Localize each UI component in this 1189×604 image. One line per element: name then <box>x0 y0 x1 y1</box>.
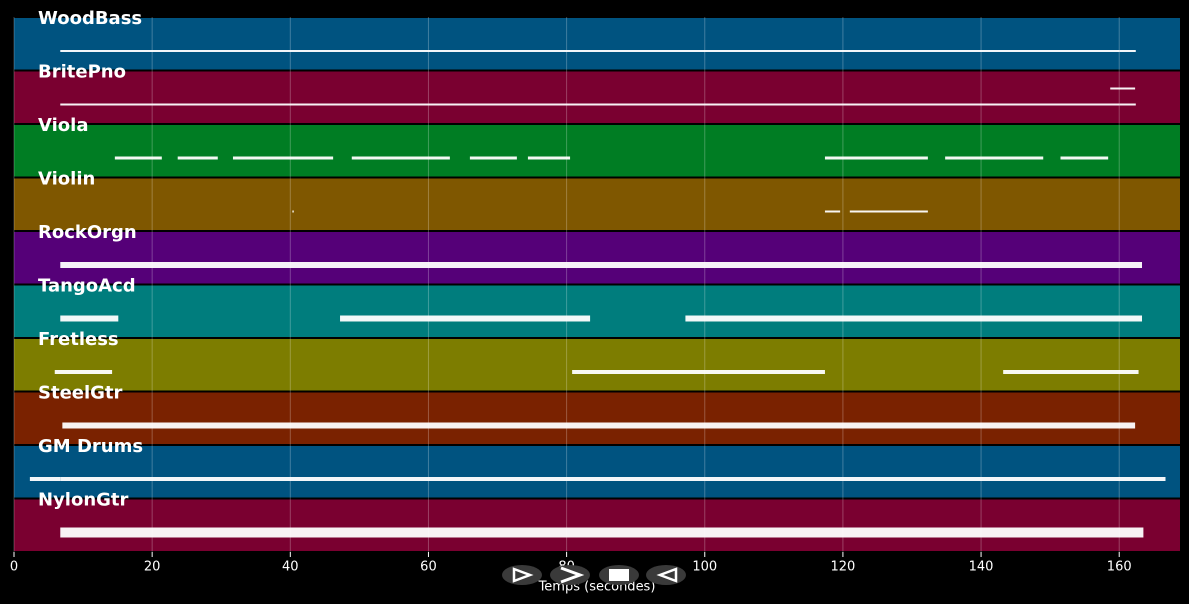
note-segment <box>232 156 334 160</box>
note-segment <box>849 210 928 213</box>
track-name: NylonGtr <box>38 490 129 511</box>
note-segment <box>1110 87 1136 90</box>
track-name: Violin <box>38 169 95 190</box>
track-band <box>14 446 1180 498</box>
track-name: Fretless <box>38 329 119 350</box>
note-segment <box>824 156 928 160</box>
x-tick-label: 40 <box>282 560 299 575</box>
note-segment <box>527 156 571 160</box>
x-tick-label: 60 <box>420 560 437 575</box>
note-segment <box>60 477 1166 481</box>
note-segment <box>60 50 1120 52</box>
track-band <box>14 392 1180 444</box>
track-name: GM Drums <box>38 436 143 457</box>
note-segment <box>572 370 825 374</box>
track-band <box>14 125 1180 177</box>
track-band <box>14 178 1180 230</box>
track-band <box>14 71 1180 123</box>
note-segment <box>177 156 218 160</box>
note-segment <box>351 156 450 160</box>
grid <box>13 17 1120 552</box>
track-band <box>14 499 1180 551</box>
track-name: WoodBass <box>38 8 142 29</box>
note-segment <box>60 527 1144 538</box>
track-name: RockOrgn <box>38 222 137 243</box>
note-segment <box>1060 156 1109 160</box>
x-tick-label: 100 <box>692 560 717 575</box>
note-segment <box>62 422 1136 429</box>
note-segment <box>1119 50 1136 52</box>
note-segment <box>685 315 1143 322</box>
x-tick-label: 20 <box>144 560 161 575</box>
track-band <box>14 339 1180 391</box>
track-name: SteelGtr <box>38 383 123 404</box>
note-segment <box>54 370 113 374</box>
x-tick-label: 140 <box>969 560 994 575</box>
note-segment <box>60 262 1143 268</box>
tracks <box>14 18 1180 551</box>
x-axis: 020406080100120140160 <box>10 552 1132 575</box>
note-segment <box>824 210 841 213</box>
note-segment <box>60 103 1120 106</box>
track-band <box>14 285 1180 337</box>
x-tick-label: 0 <box>10 560 18 575</box>
note-segment <box>340 315 591 322</box>
note-segment <box>292 210 294 213</box>
note-segment <box>114 156 162 160</box>
track-band <box>14 232 1180 284</box>
back-button[interactable] <box>646 565 686 585</box>
note-segment <box>945 156 1044 160</box>
playback-controls <box>502 565 686 585</box>
play-button[interactable] <box>502 565 542 585</box>
note-segment <box>29 477 61 481</box>
notes <box>29 50 1166 538</box>
track-name: Viola <box>38 115 88 136</box>
note-segment <box>469 156 517 160</box>
note-segment <box>60 315 119 322</box>
note-segment <box>1119 103 1136 106</box>
track-name: BritePno <box>38 62 126 83</box>
forward-button[interactable] <box>550 565 590 585</box>
track-labels: WoodBass BritePno Viola Violin RockOrgn Tango… <box>38 8 143 511</box>
track-name: TangoAcd <box>38 276 136 297</box>
note-segment <box>1003 370 1139 374</box>
x-tick-label: 160 <box>1107 560 1132 575</box>
stop-button[interactable] <box>599 565 639 585</box>
x-tick-label: 120 <box>830 560 855 575</box>
track-band <box>14 18 1180 70</box>
